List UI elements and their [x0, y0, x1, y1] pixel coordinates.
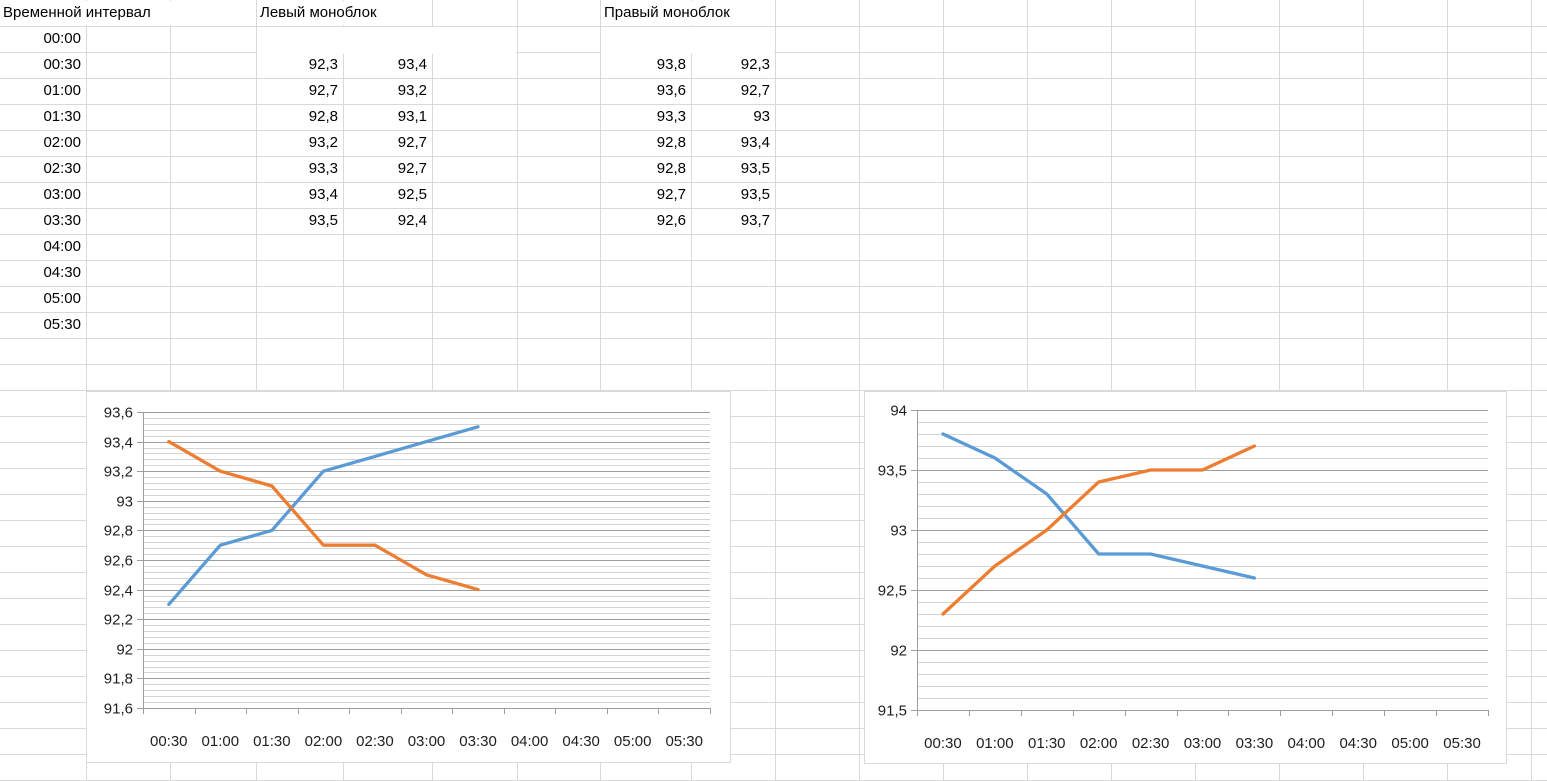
x-axis-label: 00:30 — [150, 733, 188, 750]
header-spill-h1 — [601, 1, 774, 25]
series-line-2 — [167, 439, 480, 592]
cell-time-interval[interactable]: 01:00 — [43, 82, 81, 99]
y-axis-label: 91,5 — [878, 703, 907, 720]
cell-right-monoblock-value-2[interactable]: 93,7 — [740, 212, 770, 229]
cell-time-interval[interactable]: 02:00 — [43, 134, 81, 151]
cell-right-monoblock-value-2[interactable]: 93,5 — [740, 160, 770, 177]
y-axis-label: 92,5 — [878, 583, 907, 600]
x-axis-label: 02:00 — [305, 733, 343, 750]
cell-left-monoblock-value-1[interactable]: 93,3 — [308, 160, 338, 177]
filled-cells-d2-f2 — [257, 27, 516, 54]
cell-time-interval[interactable]: 00:30 — [43, 56, 81, 73]
cell-time-interval[interactable]: 04:00 — [43, 238, 81, 255]
header-spill-a1 — [1, 1, 255, 25]
series-line-2 — [941, 444, 1257, 616]
cell-time-interval[interactable]: 04:30 — [43, 264, 81, 281]
cell-time-interval[interactable]: 02:30 — [43, 160, 81, 177]
cell-left-monoblock-value-2[interactable]: 93,4 — [397, 56, 427, 73]
cell-right-monoblock-value-2[interactable]: 93,5 — [740, 186, 770, 203]
cell-right-monoblock-value-1[interactable]: 93,8 — [656, 56, 686, 73]
x-axis-label: 02:00 — [1080, 735, 1118, 752]
x-axis-label: 01:30 — [1028, 735, 1066, 752]
x-axis-label: 03:00 — [1184, 735, 1222, 752]
header-spill-d1 — [257, 1, 431, 25]
y-axis-label: 92,6 — [104, 553, 133, 570]
x-axis-label: 05:00 — [614, 733, 652, 750]
cell-time-interval[interactable]: 03:30 — [43, 212, 81, 229]
cell-right-monoblock-value-1[interactable]: 93,6 — [656, 82, 686, 99]
cell-right-monoblock-value-2[interactable]: 93,4 — [740, 134, 770, 151]
cell-right-monoblock-value-2[interactable]: 92,3 — [740, 56, 770, 73]
x-axis-label: 05:00 — [1391, 735, 1429, 752]
cell-left-monoblock-value-2[interactable]: 92,7 — [397, 134, 427, 151]
y-axis-label: 93,4 — [104, 435, 133, 452]
y-axis-label: 92,4 — [104, 583, 133, 600]
y-axis-label: 93 — [116, 494, 133, 511]
y-axis-label: 93 — [890, 523, 907, 540]
cell-right-monoblock-value-1[interactable]: 93,3 — [656, 108, 686, 125]
cell-left-monoblock-value-2[interactable]: 93,2 — [397, 82, 427, 99]
series-line-1 — [941, 432, 1257, 580]
header-left-monoblock[interactable]: Левый моноблок — [260, 4, 377, 21]
x-axis-label: 03:30 — [1236, 735, 1274, 752]
y-axis-label: 92,8 — [104, 523, 133, 540]
y-axis-label: 93,5 — [878, 463, 907, 480]
x-axis-label: 05:30 — [1443, 735, 1481, 752]
cell-left-monoblock-value-1[interactable]: 93,5 — [308, 212, 338, 229]
y-axis-label: 92,2 — [104, 612, 133, 629]
chart-right-monoblock[interactable]: 94 93,5 93 92,5 92 91,5 00:30 01:00 01:30 02:00 02… — [864, 391, 1507, 764]
filled-cells-h2-i2 — [601, 27, 774, 54]
cell-left-monoblock-value-2[interactable]: 92,5 — [397, 186, 427, 203]
x-axis-label: 04:30 — [562, 733, 600, 750]
cell-time-interval[interactable]: 03:00 — [43, 186, 81, 203]
y-axis-label: 94 — [890, 403, 907, 420]
cell-left-monoblock-value-1[interactable]: 92,8 — [308, 108, 338, 125]
x-axis-label: 03:30 — [459, 733, 497, 750]
chart-frame — [864, 391, 1507, 764]
x-axis-label: 04:00 — [511, 733, 549, 750]
header-right-monoblock[interactable]: Правый моноблок — [604, 4, 730, 21]
x-axis-label: 03:00 — [408, 733, 446, 750]
x-axis-label: 04:00 — [1288, 735, 1326, 752]
cell-right-monoblock-value-1[interactable]: 92,6 — [656, 212, 686, 229]
cell-right-monoblock-value-1[interactable]: 92,8 — [656, 160, 686, 177]
cell-left-monoblock-value-2[interactable]: 92,7 — [397, 160, 427, 177]
chart-left-monoblock[interactable]: 93,6 93,4 93,2 93 92,8 92,6 92,4 92,2 92 91,8 91,6… — [86, 391, 731, 763]
cell-right-monoblock-value-1[interactable]: 92,7 — [656, 186, 686, 203]
y-axis-label: 91,6 — [104, 701, 133, 718]
cell-left-monoblock-value-2[interactable]: 93,1 — [397, 108, 427, 125]
header-time-interval[interactable]: Временной интервал — [3, 4, 151, 21]
cell-right-monoblock-value-2[interactable]: 92,7 — [740, 82, 770, 99]
cell-left-monoblock-value-1[interactable]: 93,4 — [308, 186, 338, 203]
cell-time-interval[interactable]: 05:30 — [43, 316, 81, 333]
x-axis-label: 05:30 — [665, 733, 703, 750]
cell-left-monoblock-value-1[interactable]: 92,3 — [308, 56, 338, 73]
x-axis-label: 04:30 — [1339, 735, 1377, 752]
cell-right-monoblock-value-1[interactable]: 92,8 — [656, 134, 686, 151]
cell-left-monoblock-value-1[interactable]: 93,2 — [308, 134, 338, 151]
cell-time-interval[interactable]: 00:00 — [43, 30, 81, 47]
y-axis-label: 93,6 — [104, 405, 133, 422]
y-axis-label: 92 — [116, 642, 133, 659]
series-line-1 — [167, 425, 480, 607]
x-axis-label: 01:30 — [253, 733, 291, 750]
y-axis-label: 93,2 — [104, 464, 133, 481]
x-axis-label: 01:00 — [202, 733, 240, 750]
cell-time-interval[interactable]: 05:00 — [43, 290, 81, 307]
y-axis-label: 91,8 — [104, 671, 133, 688]
x-axis-label: 00:30 — [924, 735, 962, 752]
y-axis-label: 92 — [890, 643, 907, 660]
cell-left-monoblock-value-2[interactable]: 92,4 — [397, 212, 427, 229]
cell-time-interval[interactable]: 01:30 — [43, 108, 81, 125]
x-axis-label: 01:00 — [976, 735, 1014, 752]
cell-right-monoblock-value-2[interactable]: 93 — [753, 108, 770, 125]
x-axis-label: 02:30 — [1132, 735, 1170, 752]
x-axis-label: 02:30 — [356, 733, 394, 750]
cell-left-monoblock-value-1[interactable]: 92,7 — [308, 82, 338, 99]
